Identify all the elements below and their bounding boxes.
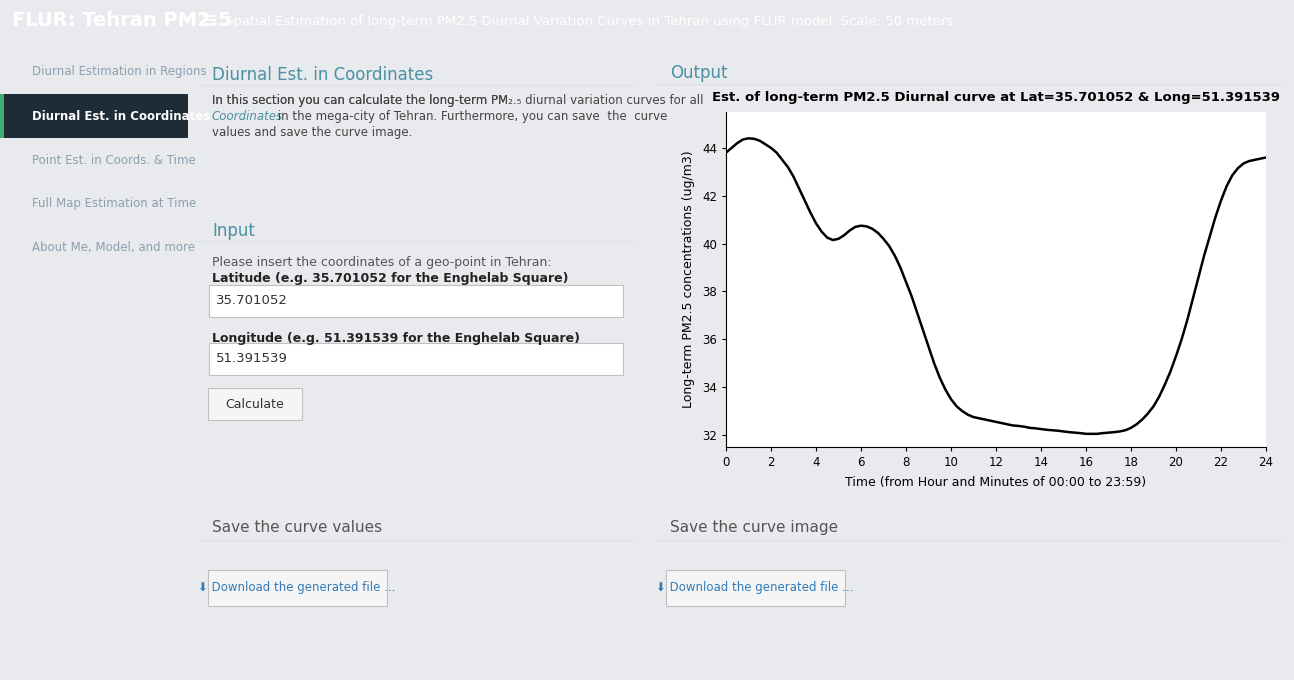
- Text: values and save the curve image.: values and save the curve image.: [212, 126, 413, 139]
- Text: Diurnal Est. in Coordinates: Diurnal Est. in Coordinates: [32, 109, 210, 122]
- FancyBboxPatch shape: [208, 570, 387, 606]
- Text: 35.701052: 35.701052: [216, 294, 287, 307]
- Text: Please insert the coordinates of a geo-point in Tehran:: Please insert the coordinates of a geo-p…: [212, 256, 551, 269]
- Text: Latitude (e.g. 35.701052 for the Enghelab Square): Latitude (e.g. 35.701052 for the Enghela…: [212, 272, 568, 285]
- Text: ⬇ Download the generated file ...: ⬇ Download the generated file ...: [656, 581, 854, 594]
- FancyBboxPatch shape: [208, 388, 302, 420]
- Text: Full Map Estimation at Time: Full Map Estimation at Time: [32, 197, 197, 211]
- Text: in the mega-city of Tehran. Furthermore, you can save  the  curve: in the mega-city of Tehran. Furthermore,…: [274, 110, 668, 123]
- Text: Diurnal Est. in Coordinates: Diurnal Est. in Coordinates: [212, 66, 433, 84]
- FancyBboxPatch shape: [210, 285, 622, 317]
- Text: In this section you can calculate the long-term PM₂.₅ diurnal variation curves f: In this section you can calculate the lo…: [212, 94, 704, 107]
- Text: FLUR: Tehran PM2.5: FLUR: Tehran PM2.5: [12, 12, 232, 31]
- Bar: [0, 94, 188, 138]
- Text: ⬇ Download the generated file ...: ⬇ Download the generated file ...: [198, 581, 396, 594]
- X-axis label: Time (from Hour and Minutes of 00:00 to 23:59): Time (from Hour and Minutes of 00:00 to …: [845, 476, 1146, 489]
- Text: Input: Input: [212, 222, 255, 240]
- FancyBboxPatch shape: [210, 343, 622, 375]
- Text: ≡: ≡: [201, 11, 219, 31]
- Text: In this section you can calculate the long-term PM: In this section you can calculate the lo…: [212, 94, 509, 107]
- Text: Output: Output: [670, 64, 727, 82]
- Text: Save the curve image: Save the curve image: [670, 520, 839, 535]
- Text: About Me, Model, and more: About Me, Model, and more: [32, 241, 195, 254]
- Text: Coordinates: Coordinates: [212, 110, 283, 123]
- Text: Spatial Estimation of long-term PM2.5 Diurnal Variation Curves in Tehran using F: Spatial Estimation of long-term PM2.5 Di…: [225, 14, 954, 27]
- Y-axis label: Long-term PM2.5 concentrations (ug/m3): Long-term PM2.5 concentrations (ug/m3): [682, 151, 695, 408]
- Text: 51.391539: 51.391539: [216, 352, 287, 366]
- Text: Diurnal Estimation in Regions: Diurnal Estimation in Regions: [32, 65, 207, 78]
- FancyBboxPatch shape: [666, 570, 845, 606]
- Text: Point Est. in Coords. & Time: Point Est. in Coords. & Time: [32, 154, 195, 167]
- Text: Calculate: Calculate: [225, 398, 285, 411]
- Bar: [0, 94, 4, 138]
- Text: Save the curve values: Save the curve values: [212, 520, 382, 535]
- Text: Longitude (e.g. 51.391539 for the Enghelab Square): Longitude (e.g. 51.391539 for the Enghel…: [212, 332, 580, 345]
- Title: Est. of long-term PM2.5 Diurnal curve at Lat=35.701052 & Long=51.391539: Est. of long-term PM2.5 Diurnal curve at…: [712, 91, 1280, 104]
